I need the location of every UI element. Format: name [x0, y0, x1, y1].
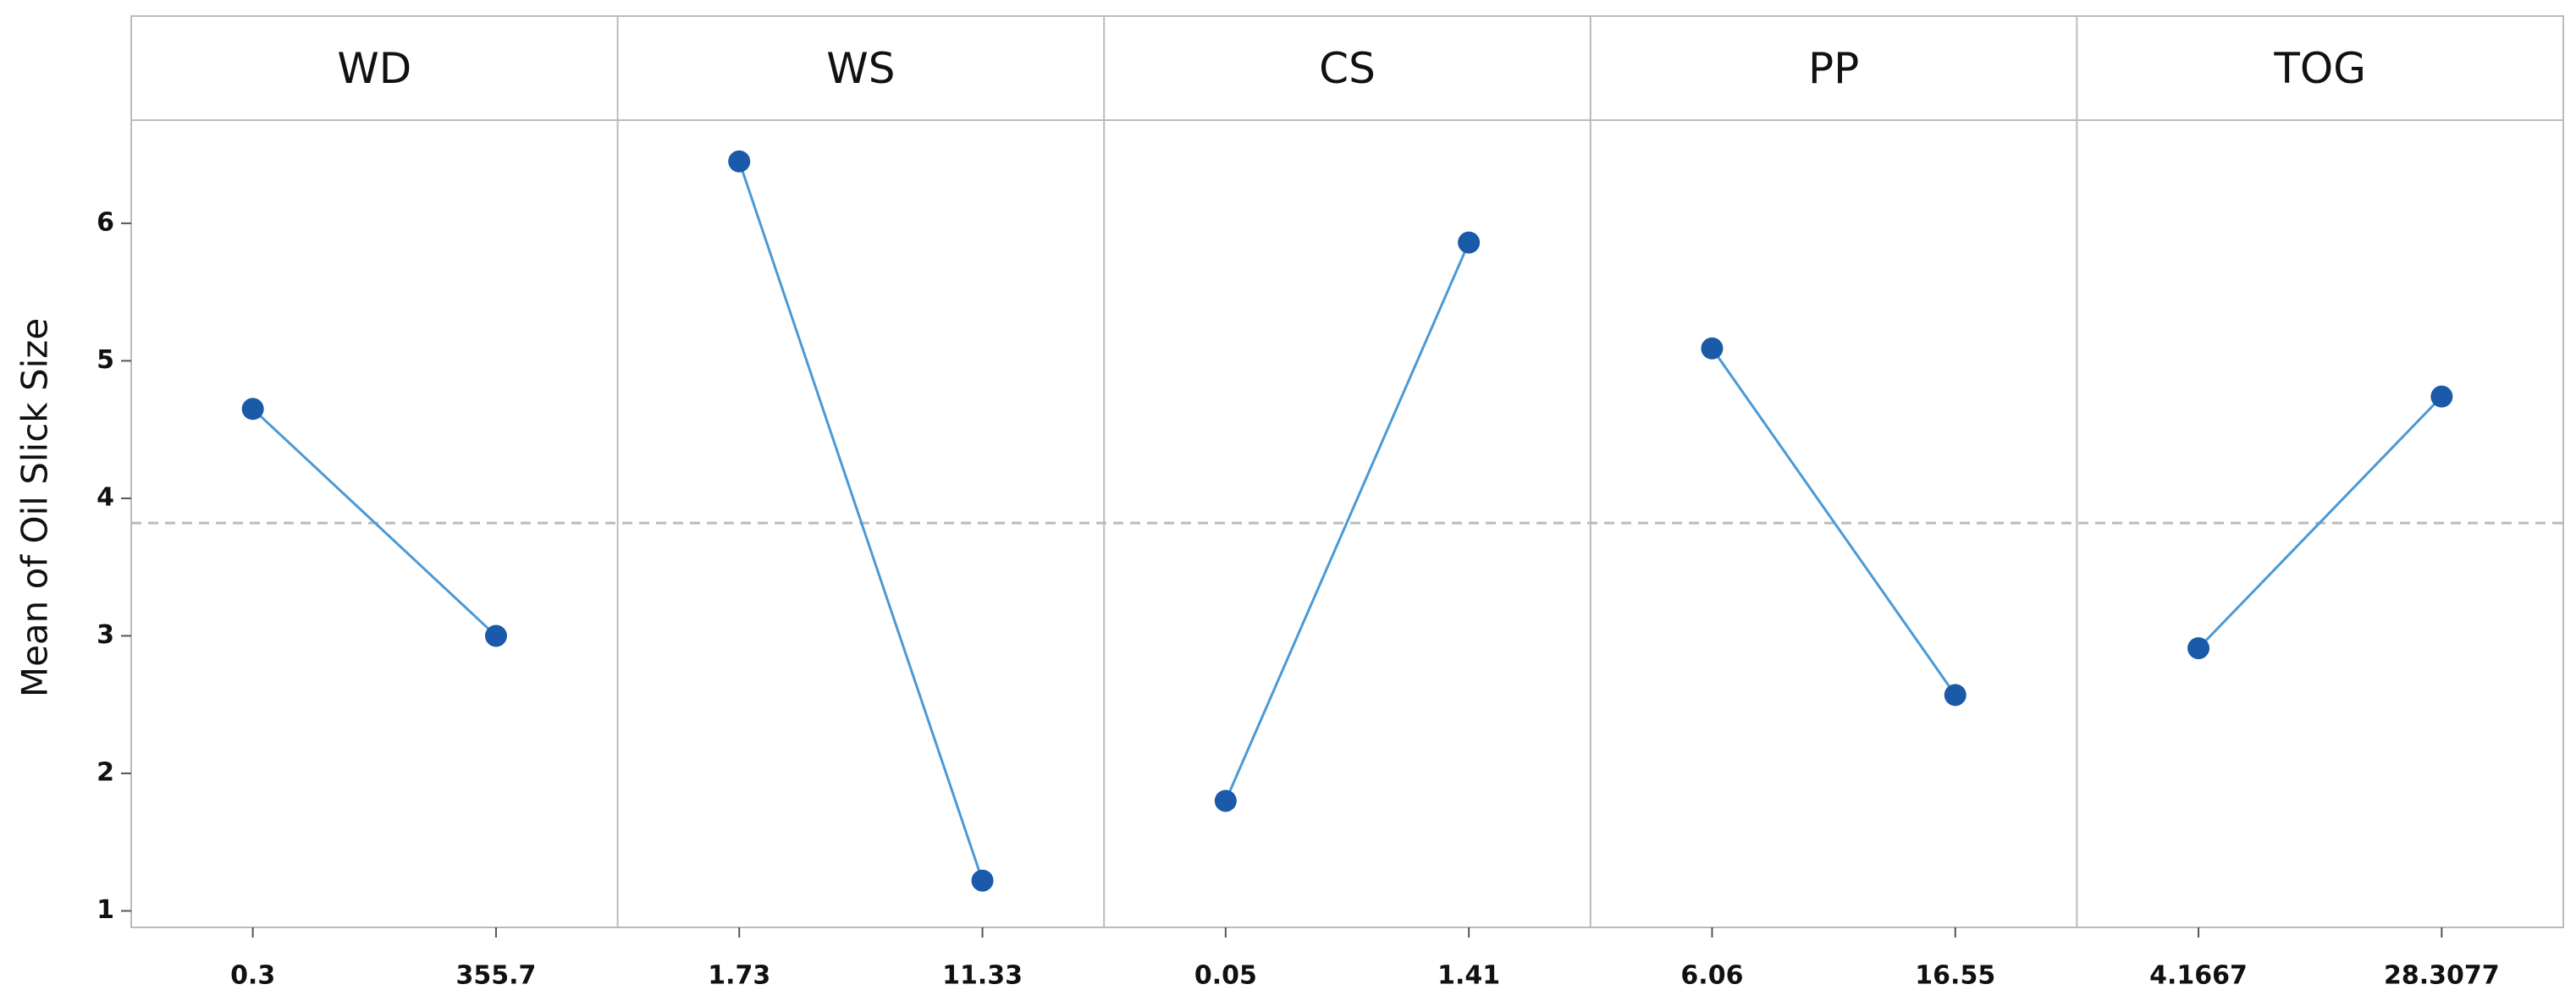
plot-frame [130, 15, 2564, 928]
effect-point [971, 869, 994, 892]
effect-point [1944, 684, 1966, 707]
effect-line [1711, 347, 1956, 696]
x-tick-label: 1.73 [708, 961, 770, 991]
x-tick-label: 28.3077 [2384, 961, 2500, 991]
effect-point [1458, 231, 1481, 254]
x-tick-label: 6.06 [1680, 961, 1743, 991]
panel-title: WS [826, 44, 895, 93]
effect-line [737, 161, 984, 882]
effect-point [484, 624, 507, 647]
effect-line [1224, 242, 1470, 802]
effect-point [241, 398, 264, 421]
effect-point [2430, 385, 2453, 408]
effect-point [728, 150, 751, 173]
y-tick-label: 5 [97, 345, 114, 375]
y-axis-label: Mean of Oil Slick Size [14, 318, 56, 697]
x-tick-label: 355.7 [455, 961, 536, 991]
effect-point [2187, 637, 2210, 660]
effect-line [251, 408, 497, 637]
x-tick-label: 0.05 [1194, 961, 1257, 991]
x-tick-label: 1.41 [1437, 961, 1500, 991]
panel-title: TOG [2273, 44, 2366, 93]
x-tick-label: 0.3 [230, 961, 275, 991]
y-tick-label: 2 [97, 757, 114, 787]
effect-point [1214, 789, 1237, 812]
panel-title: PP [1808, 44, 1859, 93]
panel-title: WD [337, 44, 411, 93]
x-tick-label: 16.55 [1915, 961, 1995, 991]
panel-title: CS [1319, 44, 1376, 93]
y-tick-label: 6 [97, 207, 114, 237]
x-tick-label: 4.1667 [2149, 961, 2248, 991]
y-tick-label: 1 [97, 895, 114, 925]
x-tick-label: 11.33 [942, 961, 1023, 991]
y-tick-label: 4 [97, 482, 114, 512]
effect-point [1701, 337, 1724, 360]
effect-line [2197, 395, 2443, 650]
y-tick-label: 3 [97, 620, 114, 650]
